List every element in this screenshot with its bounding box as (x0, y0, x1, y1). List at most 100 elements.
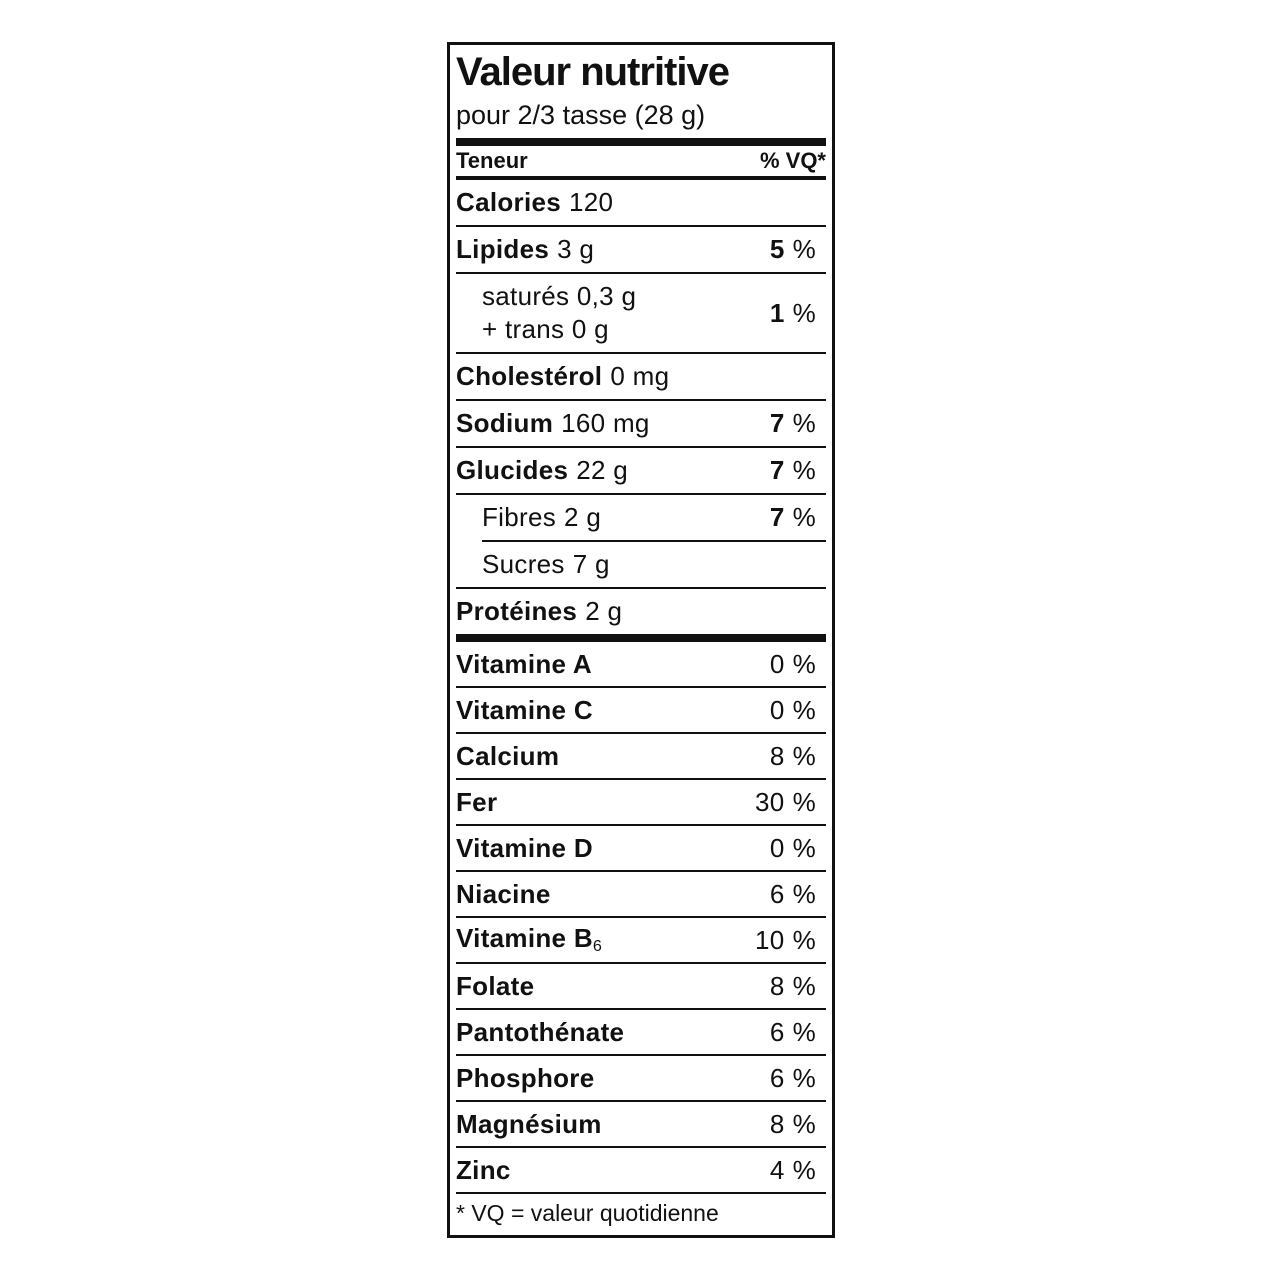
separator (456, 686, 826, 688)
daily-value-number: 10 (755, 924, 785, 955)
nutrient-name: Lipides (456, 234, 550, 264)
nutrient-amount: 3 g (557, 234, 595, 264)
percent-sign: % (792, 1062, 816, 1093)
nutrient-name: Calories (456, 187, 562, 217)
macronutrient-section: Calories 120 Lipides 3 g 5% saturés 0,3 g … (456, 180, 826, 634)
percent-sign: % (792, 234, 816, 264)
separator-indented (482, 540, 826, 542)
nutrient-row-sugars: Sucres 7 g (456, 542, 826, 587)
daily-value: 6% (770, 1063, 826, 1094)
separator (456, 916, 826, 918)
percent-sign: % (792, 924, 816, 955)
daily-value-number: 6 (769, 1016, 785, 1047)
nutrient-name: Glucides (456, 455, 569, 485)
separator (456, 446, 826, 448)
daily-value: 5% (770, 234, 826, 265)
nutrient-name: Calcium (456, 740, 560, 771)
daily-value: 10% (755, 925, 826, 956)
thick-separator (456, 138, 826, 146)
daily-value: 30% (755, 787, 826, 818)
nutrient-row-fat: Lipides 3 g 5% (456, 227, 826, 272)
daily-value: 8% (770, 741, 826, 772)
percent-sign: % (792, 455, 816, 485)
daily-value-number: 7 (769, 502, 785, 532)
separator (456, 870, 826, 872)
separator (456, 962, 826, 964)
percent-sign: % (792, 648, 816, 679)
nutrient-row-iron: Fer 30% (456, 780, 826, 824)
daily-value-number: 0 (769, 832, 785, 863)
nutrient-row-protein: Protéines 2 g (456, 589, 826, 634)
nutrient-row-niacin: Niacine 6% (456, 872, 826, 916)
nutrient-name: Phosphore (456, 1062, 595, 1093)
nutrient-row-saturated-trans: saturés 0,3 g + trans 0 g 1% (456, 274, 826, 352)
separator (456, 272, 826, 274)
nutrient-row-sodium: Sodium 160 mg 7% (456, 401, 826, 446)
nutrient-name: Vitamine C (456, 694, 593, 725)
daily-value-number: 7 (769, 408, 785, 438)
nutrient-name: Pantothénate (456, 1016, 625, 1047)
serving-size: pour 2/3 tasse (28 g) (456, 100, 706, 130)
nutrient-row-zinc: Zinc 4% (456, 1148, 826, 1192)
daily-value-number: 8 (769, 970, 785, 1001)
daily-value: 1% (770, 298, 826, 329)
separator (456, 778, 826, 780)
daily-value-number: 0 (769, 694, 785, 725)
thick-separator (456, 634, 826, 642)
nutrient-name: Fer (456, 786, 498, 817)
footnote: * VQ = valeur quotidienne (456, 1192, 826, 1230)
nutrient-name: Vitamine A (456, 648, 592, 679)
nutrient-name: Zinc (456, 1154, 511, 1185)
separator (456, 824, 826, 826)
daily-value: 7% (770, 502, 826, 533)
daily-value-number: 8 (769, 1108, 785, 1139)
daily-value-number: 6 (769, 1062, 785, 1093)
nutrient-amount: 160 mg (561, 408, 650, 438)
daily-value-number: 4 (769, 1154, 785, 1185)
separator (456, 493, 826, 495)
nutrient-name: Magnésium (456, 1108, 602, 1139)
nutrient-name: Sodium (456, 408, 554, 438)
nutrient-name: Cholestérol (456, 361, 603, 391)
nutrient-amount: 22 g (576, 455, 629, 485)
daily-value: 0% (770, 833, 826, 864)
percent-sign: % (792, 832, 816, 863)
nutrient-row-phosphorus: Phosphore 6% (456, 1056, 826, 1100)
percent-sign: % (792, 970, 816, 1001)
separator (456, 399, 826, 401)
daily-value: 6% (770, 879, 826, 910)
percent-sign: % (792, 297, 816, 328)
nutrient-name-line2: + trans 0 g (482, 314, 609, 344)
percent-sign: % (792, 502, 816, 532)
separator (456, 225, 826, 227)
nutrient-row-vitamin-d: Vitamine D 0% (456, 826, 826, 870)
separator (456, 732, 826, 734)
daily-value: 4% (770, 1155, 826, 1186)
percent-sign: % (792, 408, 816, 438)
nutrient-row-vitamin-a: Vitamine A 0% (456, 642, 826, 686)
percent-sign: % (792, 694, 816, 725)
separator (456, 1008, 826, 1010)
nutrient-row-pantothenate: Pantothénate 6% (456, 1010, 826, 1054)
daily-value: 7% (770, 408, 826, 439)
daily-value: 8% (770, 1109, 826, 1140)
nutrient-row-calories: Calories 120 (456, 180, 826, 225)
micronutrient-section: Vitamine A 0% Vitamine C 0% Calcium 8% F… (456, 642, 826, 1192)
nutrient-name-line1: saturés 0,3 g (482, 281, 637, 311)
daily-value-number: 8 (769, 740, 785, 771)
nutrient-name: Protéines (456, 596, 578, 626)
column-header-daily-value: % VQ* (759, 148, 826, 173)
nutrient-name: Folate (456, 970, 535, 1001)
daily-value-number: 1 (769, 297, 785, 328)
nutrient-row-cholesterol: Cholestérol 0 mg (456, 354, 826, 399)
percent-sign: % (792, 1154, 816, 1185)
daily-value-number: 30 (755, 786, 785, 817)
nutrient-amount: 2 g (564, 502, 602, 532)
nutrient-name: Fibres (482, 502, 557, 532)
daily-value-number: 0 (769, 648, 785, 679)
daily-value: 8% (770, 971, 826, 1002)
separator (456, 1054, 826, 1056)
nutrient-row-carbohydrate: Glucides 22 g 7% (456, 448, 826, 493)
daily-value: 6% (770, 1017, 826, 1048)
nutrient-row-vitamin-b6: Vitamine B6 10% (456, 918, 826, 962)
